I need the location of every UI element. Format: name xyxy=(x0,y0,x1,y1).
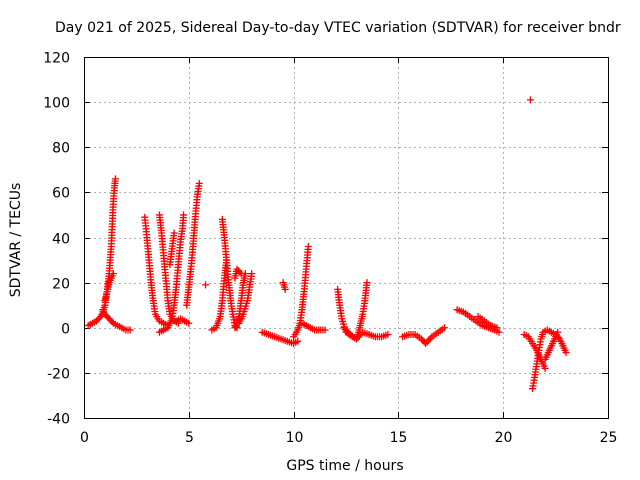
data-point xyxy=(248,270,256,278)
data-point xyxy=(109,270,117,278)
x-tick-label: 25 xyxy=(600,430,618,446)
data-point xyxy=(493,324,501,332)
data-point xyxy=(541,364,549,372)
x-tick-label: 15 xyxy=(390,430,408,446)
data-point xyxy=(237,270,245,278)
data-point xyxy=(202,281,210,289)
y-tick-label: -20 xyxy=(47,367,70,383)
data-point xyxy=(185,319,193,327)
x-tick-label: 5 xyxy=(185,430,194,446)
data-point xyxy=(170,229,178,237)
x-tick-label: 0 xyxy=(80,430,89,446)
x-tick-label: 10 xyxy=(286,430,304,446)
data-point xyxy=(281,285,289,293)
data-point xyxy=(304,243,312,251)
data-point xyxy=(294,337,302,345)
data-point xyxy=(236,268,244,276)
points-layer xyxy=(84,96,570,393)
data-point xyxy=(426,334,434,342)
y-tick-label: 100 xyxy=(43,96,70,112)
y-tick-label: 120 xyxy=(43,51,70,67)
x-axis-label: GPS time / hours xyxy=(286,458,403,474)
y-tick-label: 0 xyxy=(61,322,70,338)
data-point xyxy=(526,96,534,104)
data-point xyxy=(495,328,503,336)
plot-frame xyxy=(84,57,609,419)
data-point xyxy=(441,324,449,332)
tick-labels: 0 5 10 15 20 25 -40 -20 0 20 40 60 80 100 120 xyxy=(43,51,617,447)
data-point xyxy=(384,331,392,339)
grid-layer xyxy=(84,57,608,418)
data-point xyxy=(95,314,103,322)
data-point xyxy=(111,175,119,183)
data-point xyxy=(180,211,188,219)
chart-title: Day 021 of 2025, Sidereal Day-to-day VTE… xyxy=(55,20,621,36)
data-point xyxy=(562,349,570,357)
data-point xyxy=(195,179,203,187)
data-point xyxy=(363,279,371,287)
y-tick-label: 60 xyxy=(52,186,70,202)
y-tick-label: -40 xyxy=(47,412,70,428)
y-tick-label: 20 xyxy=(52,277,70,293)
data-point xyxy=(554,334,562,342)
x-tick-label: 20 xyxy=(495,430,513,446)
y-axis-label: SDTVAR / TECUs xyxy=(8,183,24,298)
y-tick-label: 40 xyxy=(52,232,70,248)
data-point xyxy=(126,326,134,334)
y-tick-label: 80 xyxy=(52,141,70,157)
data-point xyxy=(321,326,329,334)
